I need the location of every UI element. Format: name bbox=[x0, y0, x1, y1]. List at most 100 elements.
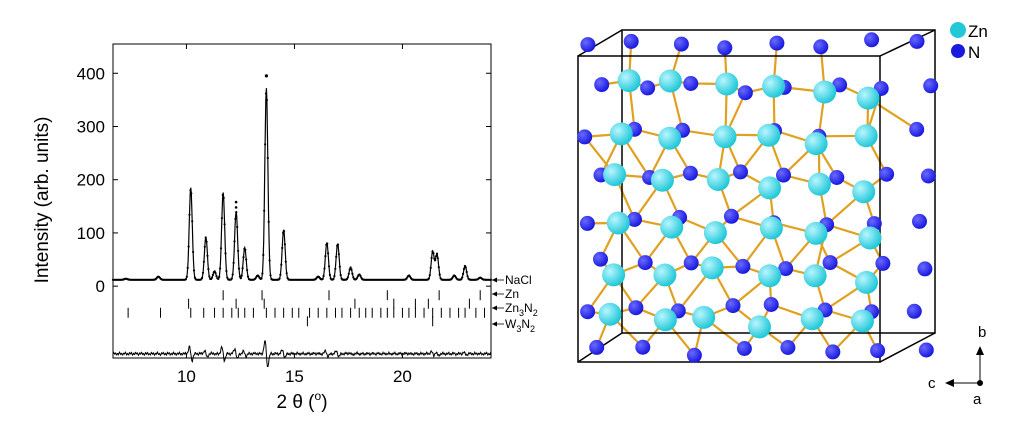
observed-point bbox=[239, 277, 242, 280]
n-atom bbox=[920, 168, 936, 184]
phase-label: NaCl bbox=[505, 273, 532, 287]
zn-atom bbox=[606, 211, 630, 235]
observed-point bbox=[201, 276, 204, 279]
n-atom bbox=[637, 255, 653, 271]
n-atom bbox=[723, 208, 739, 224]
n-atom bbox=[864, 32, 880, 48]
observed-point bbox=[333, 275, 336, 278]
observed-point bbox=[192, 269, 196, 272]
x-axis-label-close: ) bbox=[321, 392, 327, 413]
b-axis-label: b bbox=[978, 324, 986, 341]
cell-edge bbox=[577, 29, 623, 57]
observed-point bbox=[218, 275, 221, 278]
b-arrowhead-icon bbox=[976, 346, 984, 355]
observed-point bbox=[237, 249, 240, 252]
y-tick-label: 400 bbox=[77, 64, 105, 83]
n-atom bbox=[813, 39, 829, 55]
observed-point bbox=[461, 276, 464, 279]
zn-atom bbox=[660, 215, 684, 239]
n-atom bbox=[717, 40, 733, 56]
c-arrowhead-icon bbox=[945, 379, 954, 387]
crystal-structure bbox=[577, 29, 939, 363]
observed-point bbox=[431, 250, 434, 253]
observed-point bbox=[282, 230, 286, 233]
observed-point bbox=[236, 225, 239, 229]
x-tick-label: 20 bbox=[393, 367, 412, 386]
observed-point bbox=[427, 277, 430, 280]
n-atom bbox=[769, 35, 785, 51]
phase-reflection-markers bbox=[127, 290, 486, 327]
observed-point bbox=[281, 246, 284, 250]
observed-point bbox=[460, 278, 463, 281]
n-atom bbox=[909, 33, 925, 49]
observed-point bbox=[335, 255, 338, 258]
observed-point bbox=[202, 260, 205, 263]
observed-point bbox=[462, 267, 466, 271]
observed-point bbox=[241, 267, 244, 270]
observed-point bbox=[436, 257, 439, 260]
observed-point bbox=[278, 277, 281, 280]
observed-point bbox=[237, 267, 241, 270]
observed-point bbox=[284, 260, 287, 263]
calculated-profile-line bbox=[113, 88, 491, 281]
observed-point bbox=[210, 276, 214, 279]
x-tick-label: 15 bbox=[285, 367, 304, 386]
n-atom bbox=[628, 300, 644, 316]
n-atom bbox=[682, 165, 698, 181]
observed-point bbox=[219, 247, 223, 250]
zn-atom bbox=[703, 221, 727, 245]
n-atom bbox=[683, 76, 699, 91]
observed-point bbox=[327, 252, 330, 255]
zn-atom bbox=[700, 256, 724, 280]
y-tick-label: 0 bbox=[96, 277, 105, 296]
n-atom bbox=[627, 211, 642, 227]
n-atom bbox=[673, 36, 689, 52]
zn-atom bbox=[658, 69, 682, 93]
zn-atom bbox=[855, 270, 878, 294]
a-axis-label: a bbox=[973, 391, 982, 408]
observed-point bbox=[324, 255, 327, 258]
n-atom bbox=[909, 121, 925, 137]
observed-point bbox=[226, 276, 229, 279]
observed-point bbox=[285, 272, 288, 275]
orientation-axes: b c a bbox=[928, 324, 986, 408]
n-atom bbox=[735, 258, 751, 274]
observed-point bbox=[356, 275, 359, 278]
observed-point bbox=[265, 98, 268, 102]
observed-point bbox=[235, 211, 238, 214]
observed-point bbox=[349, 266, 352, 269]
n-atom bbox=[725, 298, 741, 314]
observed-point bbox=[434, 259, 437, 262]
observed-point bbox=[268, 259, 271, 262]
observed-point bbox=[336, 243, 340, 246]
phase-arrowhead-icon bbox=[492, 305, 497, 311]
observed-point bbox=[184, 278, 187, 281]
observed-point bbox=[220, 217, 223, 220]
n-atom bbox=[683, 255, 699, 271]
observed-point bbox=[193, 276, 196, 279]
x-tick-label: 10 bbox=[177, 367, 196, 386]
n-atom bbox=[917, 261, 933, 277]
n-atom bbox=[829, 170, 845, 185]
n-atom bbox=[736, 341, 752, 356]
observed-point bbox=[208, 275, 211, 278]
observed-point bbox=[334, 267, 337, 270]
x-axis-label-degree: o bbox=[315, 389, 322, 403]
phase-label: W3N2 bbox=[505, 317, 535, 334]
zn-atom bbox=[653, 308, 677, 332]
observed-point bbox=[332, 277, 335, 280]
observed-point bbox=[234, 206, 238, 209]
zn-atom bbox=[852, 180, 876, 204]
observed-point bbox=[350, 268, 353, 271]
observed-point bbox=[222, 196, 225, 199]
observed-point bbox=[432, 252, 435, 255]
observed-point bbox=[242, 256, 245, 259]
observed-point bbox=[355, 277, 358, 280]
zn-atom bbox=[758, 176, 782, 200]
n-atom bbox=[906, 303, 922, 319]
observed-point bbox=[264, 92, 268, 95]
observed-point bbox=[328, 273, 331, 277]
observed-point bbox=[225, 269, 228, 273]
